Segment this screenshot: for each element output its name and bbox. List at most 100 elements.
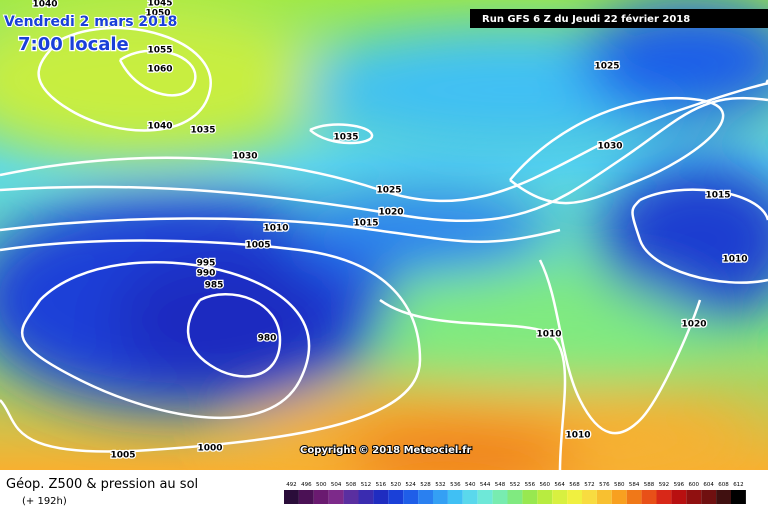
colorbar-swatch [388, 490, 404, 504]
colorbar-label: 600 [689, 482, 700, 488]
isobar-label: 1005 [245, 241, 270, 251]
isobar-label: 1020 [378, 208, 403, 218]
isobar-label: 1060 [147, 65, 172, 75]
colorbar-label: 520 [391, 482, 402, 488]
colorbar-swatch [552, 490, 568, 504]
colorbar-swatch [433, 490, 448, 504]
copyright: Copyright © 2018 Meteociel.fr [300, 445, 471, 456]
colorbar-swatch [537, 490, 553, 504]
isobars [0, 26, 768, 471]
colorbar-label: 608 [718, 482, 729, 488]
colorbar: 492 496 500 504 508 512 516 520 524 528 532 536 540 5… [284, 482, 746, 504]
isobar-label: 1045 [147, 0, 172, 9]
date: Vendredi 2 mars 2018 [4, 14, 177, 30]
colorbar-label: 560 [540, 482, 551, 488]
colorbar-swatch [284, 490, 299, 504]
isobar-label: 1020 [681, 320, 706, 330]
isobar-label: 1015 [705, 191, 730, 201]
colorbar-label: 552 [510, 482, 521, 488]
colorbar-swatch [641, 490, 657, 504]
isobar-label: 980 [258, 334, 277, 344]
colorbar-swatch [507, 490, 523, 504]
colorbar-swatch [686, 490, 702, 504]
colorbar-swatch [358, 490, 374, 504]
isobar-label: 1010 [722, 255, 747, 265]
colorbar-swatch [731, 490, 746, 504]
colorbar-label: 612 [733, 482, 744, 488]
isobar-label: 1010 [565, 431, 590, 441]
colorbar-swatch [626, 490, 642, 504]
colorbar-swatch [716, 490, 731, 504]
colorbar-swatch [298, 490, 314, 504]
colorbar-label: 504 [331, 482, 342, 488]
colorbar-label: 548 [495, 482, 506, 488]
colorbar-swatch [373, 490, 389, 504]
map-background [0, 0, 768, 490]
colorbar-label: 492 [286, 482, 297, 488]
colorbar-label: 508 [346, 482, 357, 488]
colorbar-swatch [596, 490, 612, 504]
colorbar-swatch [582, 490, 597, 504]
colorbar-swatch [671, 490, 687, 504]
colorbar-label: 496 [301, 482, 312, 488]
isobar-label: 1030 [232, 152, 257, 162]
colorbar-label: 544 [480, 482, 491, 488]
colorbar-swatch [418, 490, 433, 504]
run-box [470, 9, 768, 28]
colorbar-swatch [462, 490, 478, 504]
isobar-label: 1010 [263, 224, 288, 234]
isobar-label: 1025 [594, 62, 619, 72]
colorbar-label: 604 [703, 482, 714, 488]
colorbar-label: 524 [405, 482, 416, 488]
colorbar-label: 576 [599, 482, 610, 488]
isobar-label: 985 [205, 281, 224, 291]
colorbar-swatch [611, 490, 627, 504]
isobar-label: 1015 [353, 219, 378, 229]
isobar-label: 1025 [376, 186, 401, 196]
colorbar-label: 528 [420, 482, 431, 488]
isobar-label: 995 [197, 259, 216, 269]
isobar-label: 1050 [145, 9, 170, 19]
colorbar-label: 564 [554, 482, 565, 488]
isobar-label: 1030 [597, 142, 622, 152]
footer-title: Géop. Z500 & pression au sol [6, 477, 198, 492]
isobar-label: 990 [197, 269, 216, 279]
colorbar-label: 536 [450, 482, 461, 488]
colorbar-label: 580 [614, 482, 625, 488]
colorbar-label: 516 [376, 482, 387, 488]
isobar-label: 1005 [110, 451, 135, 461]
colorbar-swatch [656, 490, 672, 504]
colorbar-label: 540 [465, 482, 476, 488]
isobar-label: 1010 [536, 330, 561, 340]
isobar-label: 1035 [333, 133, 358, 143]
isobar-label: 1055 [147, 46, 172, 56]
colorbar-label: 572 [584, 482, 595, 488]
colorbar-label: 556 [525, 482, 536, 488]
colorbar-label: 584 [629, 482, 640, 488]
colorbar-swatch [343, 490, 359, 504]
isobar-label: 1040 [32, 0, 57, 10]
colorbar-swatch [403, 490, 419, 504]
footer-range: (+ 192h) [22, 496, 67, 507]
colorbar-swatch [313, 490, 329, 504]
run-info: Run GFS 6 Z du Jeudi 22 février 2018 [482, 13, 690, 25]
colorbar-label: 500 [316, 482, 327, 488]
colorbar-label: 532 [435, 482, 446, 488]
colorbar-swatch [701, 490, 717, 504]
isobar-label: 1040 [147, 122, 172, 132]
time: 7:00 locale [18, 34, 129, 55]
colorbar-label: 588 [644, 482, 655, 488]
colorbar-label: 596 [674, 482, 685, 488]
isobar-label: 1035 [190, 126, 215, 136]
isobar-label: 1000 [197, 444, 222, 454]
colorbar-label: 592 [659, 482, 670, 488]
colorbar-label: 568 [569, 482, 580, 488]
colorbar-swatch [522, 490, 538, 504]
colorbar-swatch [567, 490, 582, 504]
colorbar-swatch [477, 490, 493, 504]
colorbar-label: 512 [361, 482, 372, 488]
colorbar-swatch [447, 490, 463, 504]
